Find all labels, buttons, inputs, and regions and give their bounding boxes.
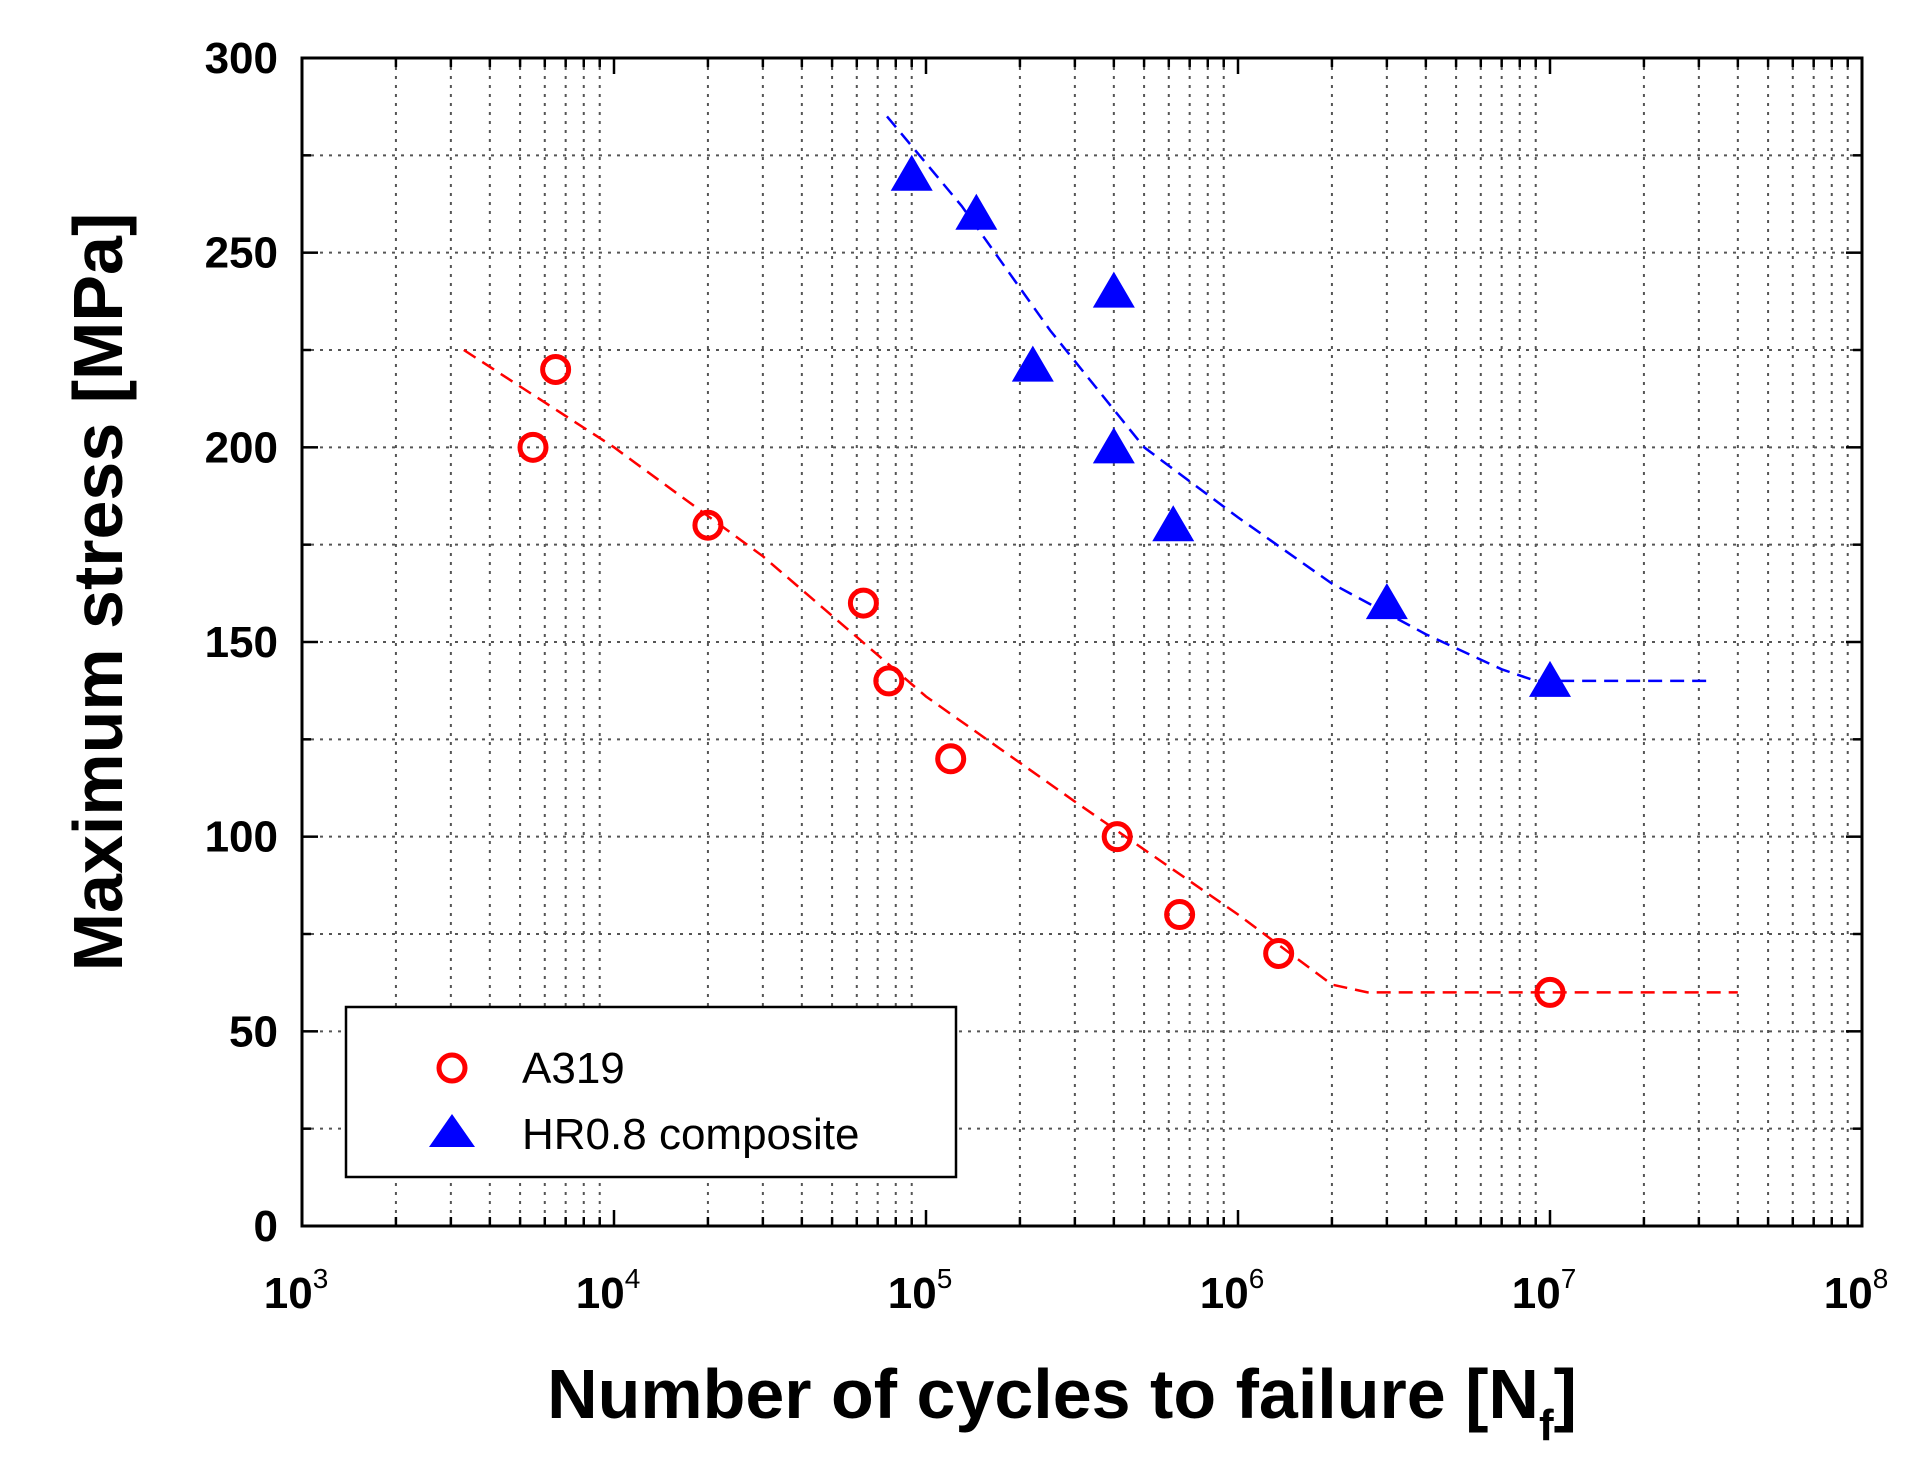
x-tick-label: 108 [1824, 1263, 1889, 1318]
a319-point [1534, 976, 1566, 1008]
data-markers [517, 154, 1571, 1008]
fit-lines [463, 115, 1738, 994]
y-tick-label: 250 [205, 229, 278, 278]
legend-a319-label: A319 [522, 1044, 625, 1093]
x-axis-title: Number of cycles to failure [Nf] [547, 1355, 1577, 1450]
a319-point [1101, 821, 1133, 853]
a319-point [692, 509, 724, 541]
x-tick-label: 105 [888, 1263, 953, 1318]
hr08-point [1092, 427, 1135, 464]
legend-hr08-marker [429, 1114, 475, 1147]
x-tick-label: 106 [1200, 1263, 1265, 1318]
hr08-point [890, 154, 933, 191]
hr08-point [1152, 505, 1195, 542]
a319-point [873, 665, 905, 697]
y-tick-label: 100 [205, 813, 278, 862]
legend-hr08-label: HR0.8 composite [522, 1110, 859, 1159]
hr08-point [1529, 660, 1571, 697]
legend-box [344, 1005, 958, 1179]
hr08-point [1092, 271, 1135, 308]
y-axis-title: Maximum stress [MPa] [59, 213, 137, 972]
fit-line-hr08 [886, 115, 1708, 683]
a319-point [847, 587, 879, 619]
x-tick-label: 103 [264, 1263, 329, 1318]
y-tick-label: 50 [229, 1007, 278, 1056]
a319-point [1164, 899, 1196, 931]
y-tick-label: 150 [205, 618, 278, 667]
hr08-point [955, 193, 998, 230]
hr08-point [1011, 345, 1054, 382]
a319-point [1263, 937, 1295, 969]
axis-ticks [300, 58, 1862, 1226]
x-tick-label: 107 [1512, 1263, 1577, 1318]
x-tick-labels: 103 104 105 106 107 108 [264, 1263, 1889, 1318]
fit-line-a319 [463, 348, 1738, 994]
y-tick-label: 200 [205, 423, 278, 472]
legend: A319 HR0.8 composite [344, 1005, 958, 1179]
x-tick-label: 104 [576, 1263, 641, 1318]
y-tick-label: 0 [254, 1202, 278, 1251]
a319-point [517, 431, 549, 463]
a319-point [540, 353, 572, 385]
y-tick-label: 300 [205, 34, 278, 83]
y-tick-labels: 0 50 100 150 200 250 300 [205, 34, 278, 1251]
hr08-point [1365, 583, 1408, 620]
legend-a319-marker [436, 1052, 468, 1084]
a319-point [935, 743, 967, 775]
